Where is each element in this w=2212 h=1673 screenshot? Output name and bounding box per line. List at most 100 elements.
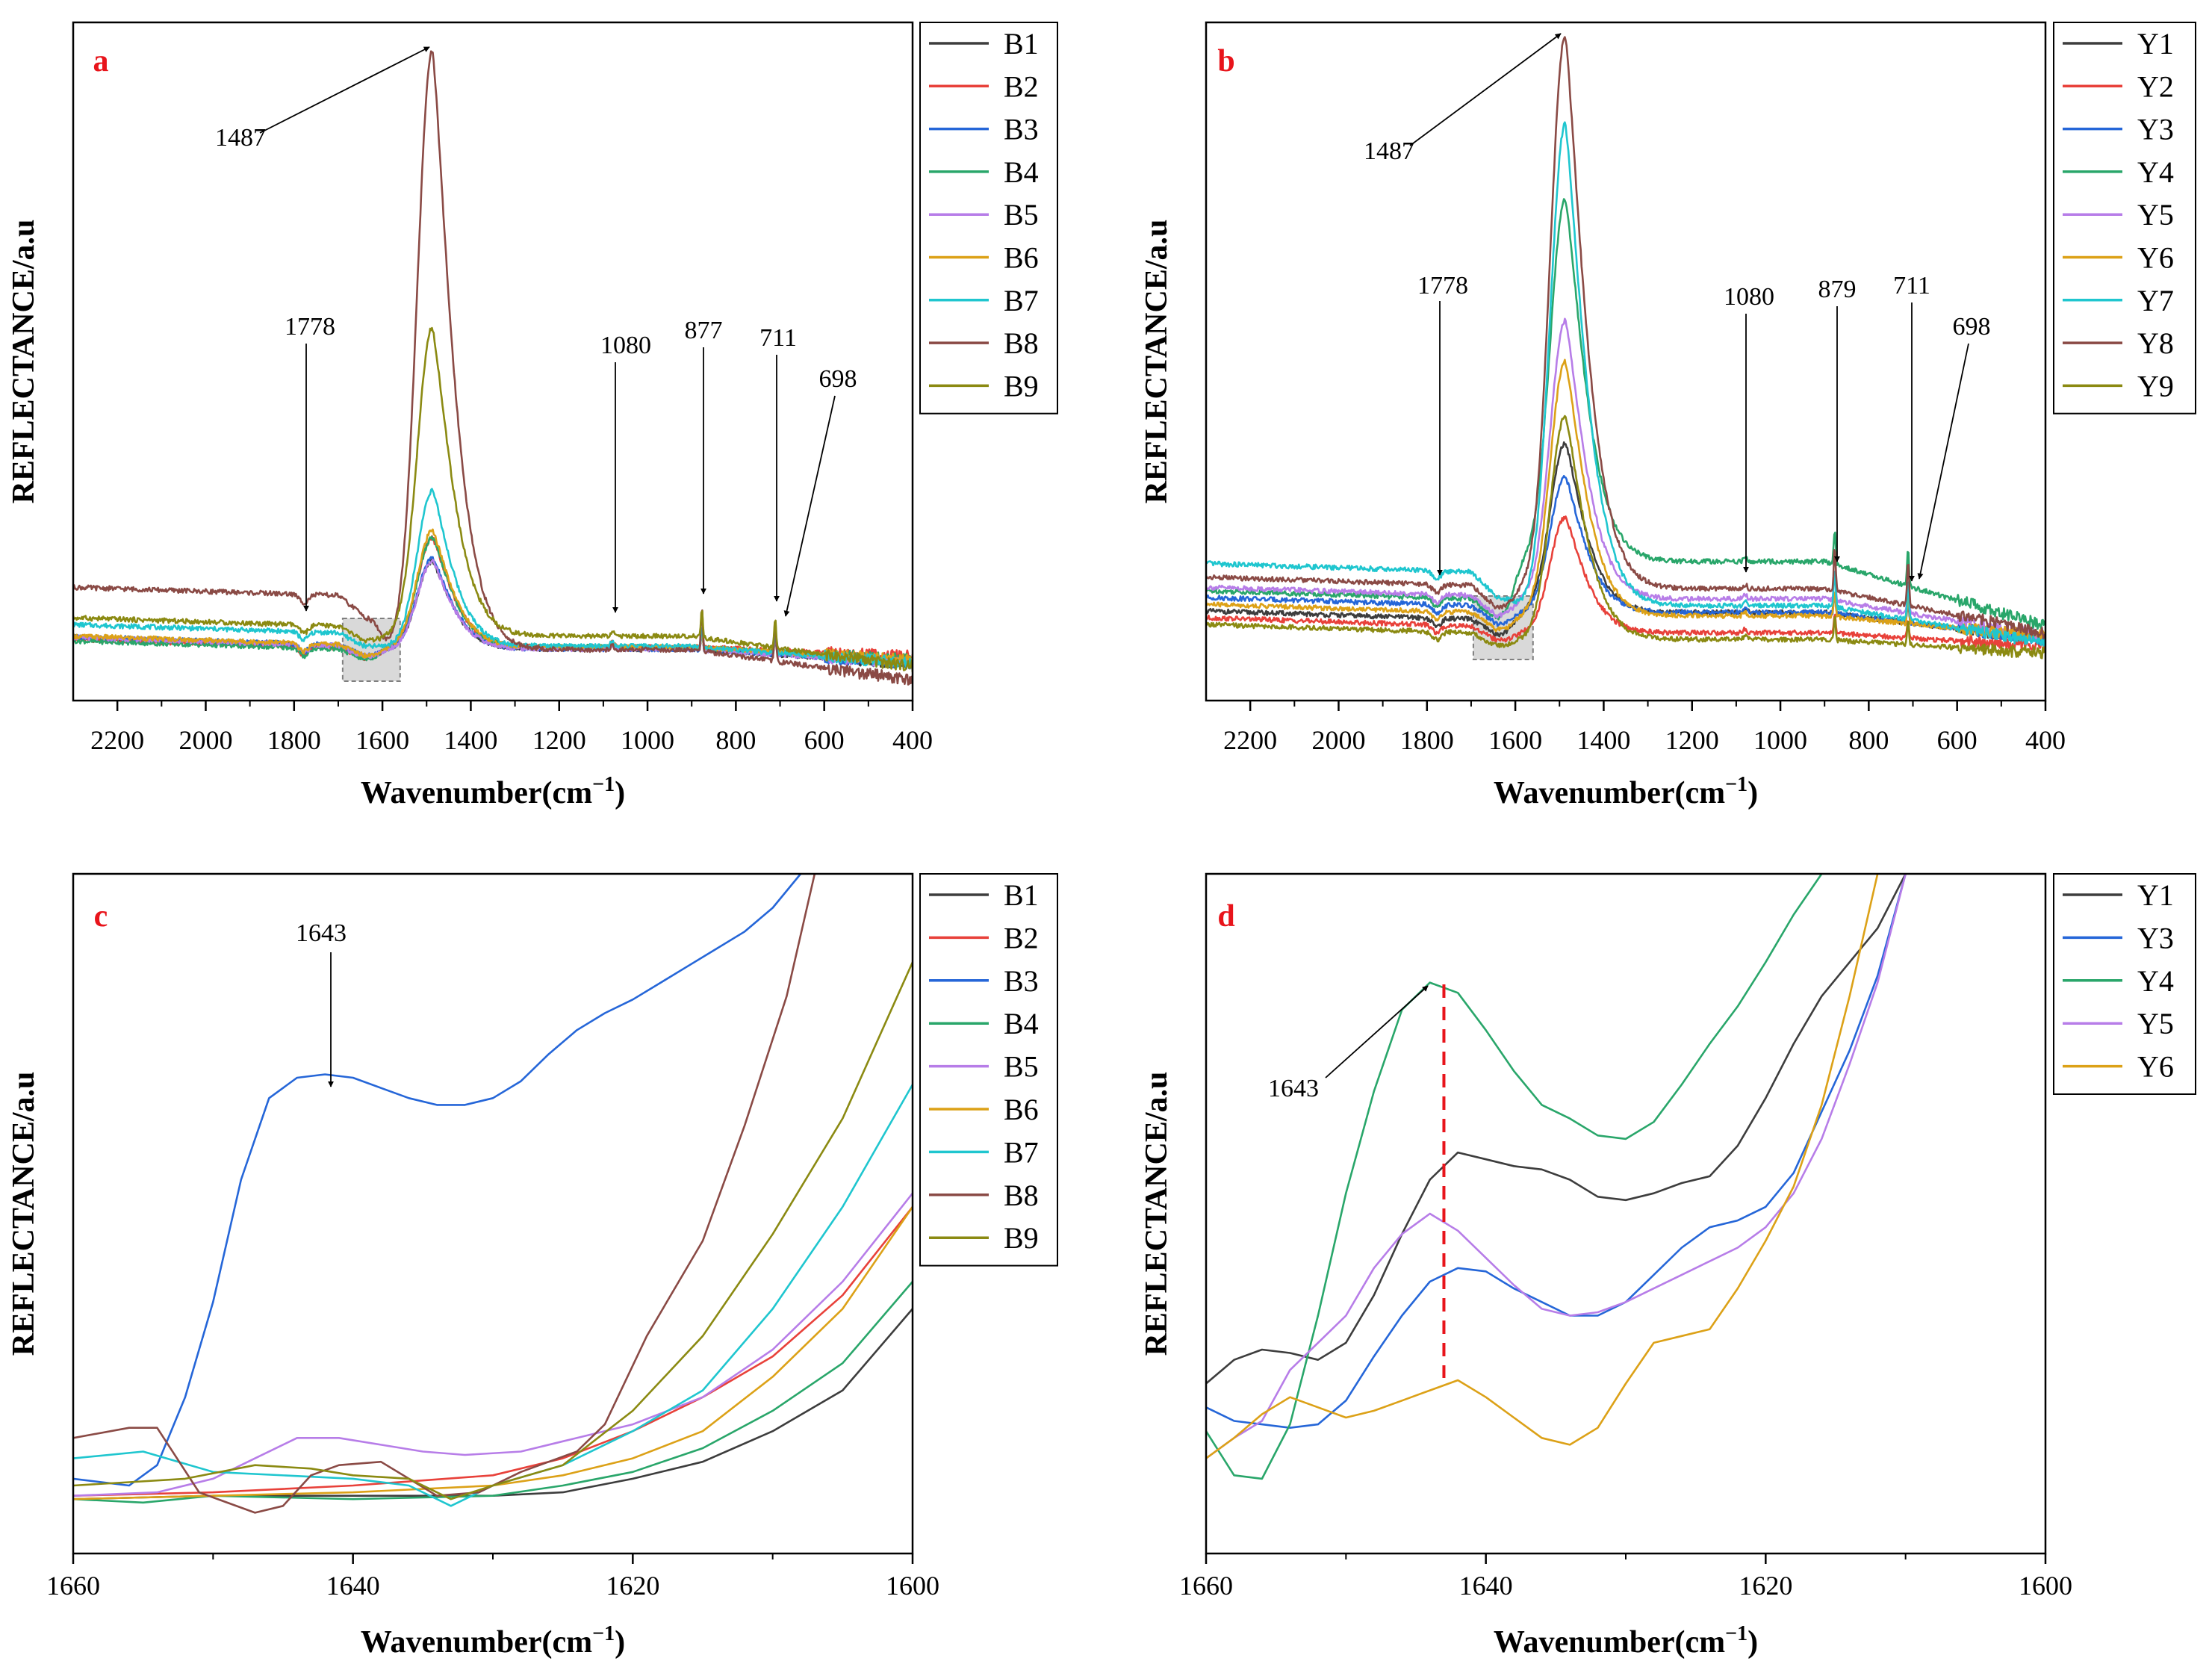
panel-d: 1660 1640 1620 1600 Wavenumber(cm−1) REFLECTA… [1140,872,2196,1660]
series-line-y6 [1206,358,2045,641]
panel-label: b [1217,44,1234,78]
x-tick-label: 800 [715,725,756,755]
series-group [73,874,913,1514]
annotation-label-698: 698 [1953,313,1991,341]
legend-entry-y9: Y9 [2137,369,2174,403]
y-axis-label: REFLECTANCE/a.u [7,220,41,504]
series-line-y4 [1206,198,2045,630]
x-tick-label: 600 [1937,725,1978,755]
x-tick-label: 1600 [886,1571,939,1601]
y-axis-label: REFLECTANCE/a.u [7,1072,41,1356]
annotation-label-1080: 1080 [1724,283,1774,311]
annotation-label-1487: 1487 [215,124,266,152]
legend-entry-b5: B5 [1004,198,1039,232]
legend-box [919,22,1058,415]
panel-b: 2200 2000 1800 1600 1400 1200 1000 800 600 400 Wav… [1140,21,2196,810]
legend: Y1 Y3 Y4 Y5 Y6 [2053,873,2196,1095]
series-line-b9 [73,326,913,673]
legend-entry-b4: B4 [1004,155,1039,189]
plot-frame [1205,21,2047,702]
series-line-b6 [73,1206,913,1500]
plot-frame [72,21,914,702]
x-axis-label: Wavenumber(cm−1) [1494,773,1758,810]
plot-frame [72,872,914,1555]
x-tick-label: 1400 [1576,725,1630,755]
annotation-label-1778: 1778 [1417,272,1468,299]
x-tick-label: 1800 [267,725,321,755]
legend-box [919,873,1058,1267]
annotation-label-698: 698 [819,365,857,393]
legend-entry-y7: Y7 [2137,284,2174,317]
series-line-y1 [1206,874,1907,1385]
panel-a: 2200 2000 1800 1600 1400 1200 1000 800 600 400 Wav… [7,21,1058,810]
legend: Y1 Y2 Y3 Y4 Y5 Y6 Y7 Y8 Y9 [2053,22,2196,415]
legend-entry-b6: B6 [1004,1093,1039,1126]
series-line-y1 [1206,441,2045,645]
legend-entry-b3: B3 [1004,964,1039,998]
legend-entry-b5: B5 [1004,1050,1039,1084]
x-tick-label: 400 [892,725,933,755]
panel-label: a [93,44,109,78]
legend-entry-y3: Y3 [2137,921,2174,955]
legend-entry-y2: Y2 [2137,69,2174,103]
x-tick-label: 1620 [1739,1571,1792,1601]
y-axis-label: REFLECTANCE/a.u [1140,220,1174,504]
x-tick-label: 600 [804,725,845,755]
legend-entry-b1: B1 [1004,27,1039,60]
x-tick-label: 2000 [178,725,232,755]
annotation-label-1643: 1643 [296,919,347,947]
x-axis-label: Wavenumber(cm−1) [1494,1622,1758,1660]
legend-entry-b4: B4 [1004,1007,1039,1040]
legend-entry-b2: B2 [1004,921,1039,955]
annotation-label-1778: 1778 [285,313,335,341]
plot-frame [1205,872,2047,1555]
x-tick-label: 1600 [1488,725,1542,755]
x-tick-label: 1800 [1400,725,1454,755]
x-tick-label: 2000 [1311,725,1365,755]
legend: B1 B2 B3 B4 B5 B6 B7 B8 B9 [919,873,1058,1267]
annotation-label-879: 879 [1818,276,1857,303]
legend-box [2053,873,2196,1095]
series-group [1206,874,1907,1480]
annotation-label-711: 711 [759,324,797,352]
annotation-arrow [1409,33,1562,146]
legend: B1 B2 B3 B4 B5 B6 B7 B8 B9 [919,22,1058,415]
y-axis-label: REFLECTANCE/a.u [1140,1072,1174,1356]
series-group [73,50,913,686]
legend-entry-b9: B9 [1004,1221,1039,1255]
annotation-label-1643: 1643 [1268,1075,1319,1102]
annotation-label-1080: 1080 [600,332,651,359]
series-line-b8 [73,50,913,686]
legend-entry-b8: B8 [1004,326,1039,360]
legend-entry-b3: B3 [1004,113,1039,146]
legend-entry-b6: B6 [1004,241,1039,275]
legend-entry-y1: Y1 [2137,878,2174,912]
series-line-b2 [73,1206,913,1497]
x-tick-label: 2200 [1223,725,1277,755]
x-tick-label: 400 [2025,725,2066,755]
x-tick-label: 1200 [1665,725,1719,755]
panel-label: c [94,899,108,934]
legend-entry-b8: B8 [1004,1179,1039,1212]
annotation-label-1487: 1487 [1364,137,1414,165]
legend-entry-y3: Y3 [2137,113,2174,146]
x-tick-label: 1000 [1753,725,1807,755]
x-tick-label: 1600 [2019,1571,2072,1601]
series-line-y8 [1206,36,2045,639]
legend-entry-b7: B7 [1004,284,1039,317]
series-line-y9 [1206,415,2045,659]
panel-c: 1660 1640 1620 1600 Wavenumber(cm−1) REFLECTA… [7,872,1058,1660]
x-tick-label: 1640 [1459,1571,1513,1601]
series-line-y7 [1206,121,2045,647]
annotation-arrow [783,395,836,617]
series-line-y6 [1206,874,1879,1459]
legend-entry-b2: B2 [1004,69,1039,103]
legend-entry-y6: Y6 [2137,241,2174,275]
x-tick-label: 1200 [532,725,586,755]
annotation-label-711: 711 [1893,272,1930,299]
series-line-b1 [73,1308,913,1500]
annotation-arrow [1917,343,1969,580]
series-group [1206,36,2045,659]
x-axis-label: Wavenumber(cm−1) [361,1622,625,1660]
